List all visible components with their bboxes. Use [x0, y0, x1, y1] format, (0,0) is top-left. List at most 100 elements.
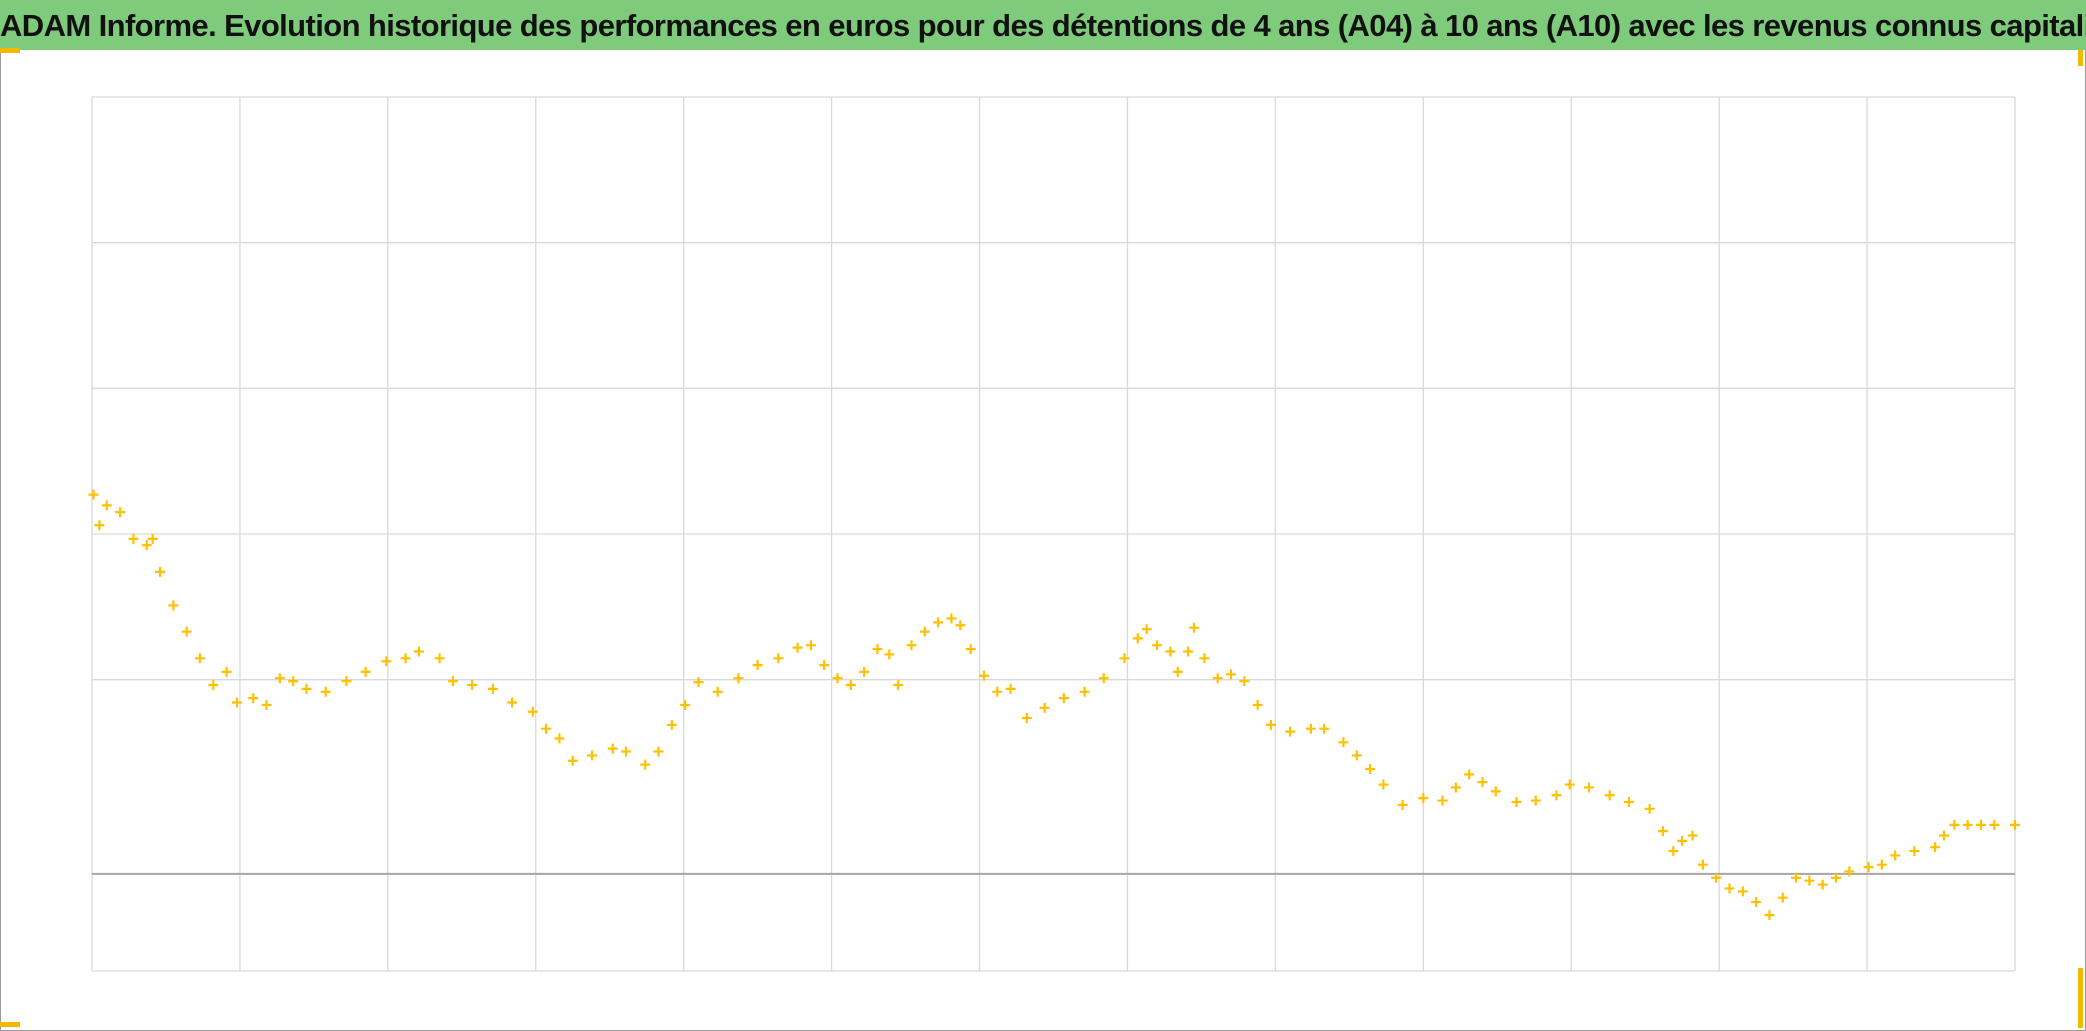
- point: [1989, 819, 2000, 830]
- point: [1804, 875, 1815, 886]
- point: [1751, 897, 1762, 908]
- point: [141, 540, 152, 551]
- point: [221, 666, 232, 677]
- point: [231, 697, 242, 708]
- point: [1005, 683, 1016, 694]
- point: [400, 653, 411, 664]
- point: [733, 673, 744, 684]
- point: [978, 670, 989, 681]
- point: [1252, 699, 1263, 710]
- point: [992, 686, 1003, 697]
- point: [94, 520, 105, 531]
- point: [1239, 676, 1250, 687]
- point: [341, 676, 352, 687]
- point: [1021, 713, 1032, 724]
- point: [1564, 779, 1575, 790]
- point: [1039, 702, 1050, 713]
- point: [447, 676, 458, 687]
- point: [1365, 764, 1376, 775]
- point: [1212, 673, 1223, 684]
- point: [320, 686, 331, 697]
- point: [467, 680, 478, 691]
- point: [1876, 859, 1887, 870]
- point: [1724, 883, 1735, 894]
- point: [1677, 835, 1688, 846]
- point: [1975, 819, 1986, 830]
- point: [1687, 830, 1698, 841]
- point: [208, 680, 219, 691]
- point: [1397, 799, 1408, 810]
- point: [1132, 633, 1143, 644]
- point: [666, 719, 677, 730]
- point: [1183, 646, 1194, 657]
- point: [1511, 797, 1522, 808]
- point: [1226, 669, 1237, 680]
- point: [1058, 693, 1069, 704]
- point: [1437, 795, 1448, 806]
- point: [101, 500, 112, 511]
- point: [1418, 793, 1429, 804]
- point: [1711, 872, 1722, 883]
- point: [792, 642, 803, 653]
- point: [1583, 782, 1594, 793]
- point: [819, 660, 830, 671]
- point: [248, 693, 259, 704]
- point: [640, 759, 651, 770]
- point: [1644, 803, 1655, 814]
- point: [1490, 786, 1501, 797]
- point: [360, 666, 371, 677]
- point: [586, 750, 597, 761]
- point: [554, 733, 565, 744]
- point: [859, 666, 870, 677]
- point: [1450, 782, 1461, 793]
- point: [1890, 850, 1901, 861]
- point: [1319, 723, 1330, 734]
- point: [1737, 886, 1748, 897]
- point: [541, 723, 552, 734]
- point: [1119, 653, 1130, 664]
- point: [1172, 666, 1183, 677]
- point: [567, 755, 578, 766]
- point: [1378, 779, 1389, 790]
- point: [413, 646, 424, 657]
- point: [168, 600, 179, 611]
- point: [1949, 819, 1960, 830]
- point: [1098, 673, 1109, 684]
- point: [1152, 640, 1163, 651]
- point: [2010, 819, 2020, 830]
- point: [1165, 646, 1176, 657]
- point: [955, 620, 966, 631]
- point: [1831, 872, 1842, 883]
- point: [288, 676, 299, 687]
- point: [1909, 846, 1920, 857]
- point: [712, 686, 723, 697]
- point: [1623, 797, 1634, 808]
- point: [1777, 892, 1788, 903]
- point: [607, 743, 618, 754]
- point: [1199, 653, 1210, 664]
- point: [1817, 879, 1828, 890]
- point: [906, 640, 917, 651]
- point: [1764, 910, 1775, 921]
- point: [301, 683, 312, 694]
- point: [1141, 624, 1152, 635]
- point: [1079, 686, 1090, 697]
- point: [1657, 826, 1668, 837]
- corner-mark: [2078, 968, 2083, 1028]
- point: [872, 644, 883, 655]
- point: [845, 680, 856, 691]
- corner-mark: [2078, 50, 2083, 66]
- point: [88, 489, 99, 500]
- point: [507, 697, 518, 708]
- point: [261, 699, 272, 710]
- point: [1791, 872, 1802, 883]
- point: [1844, 866, 1855, 877]
- point: [1305, 723, 1316, 734]
- point: [1863, 862, 1874, 873]
- point: [147, 533, 158, 544]
- point: [680, 699, 691, 710]
- point: [919, 626, 930, 637]
- point: [1477, 777, 1488, 788]
- point: [752, 660, 763, 671]
